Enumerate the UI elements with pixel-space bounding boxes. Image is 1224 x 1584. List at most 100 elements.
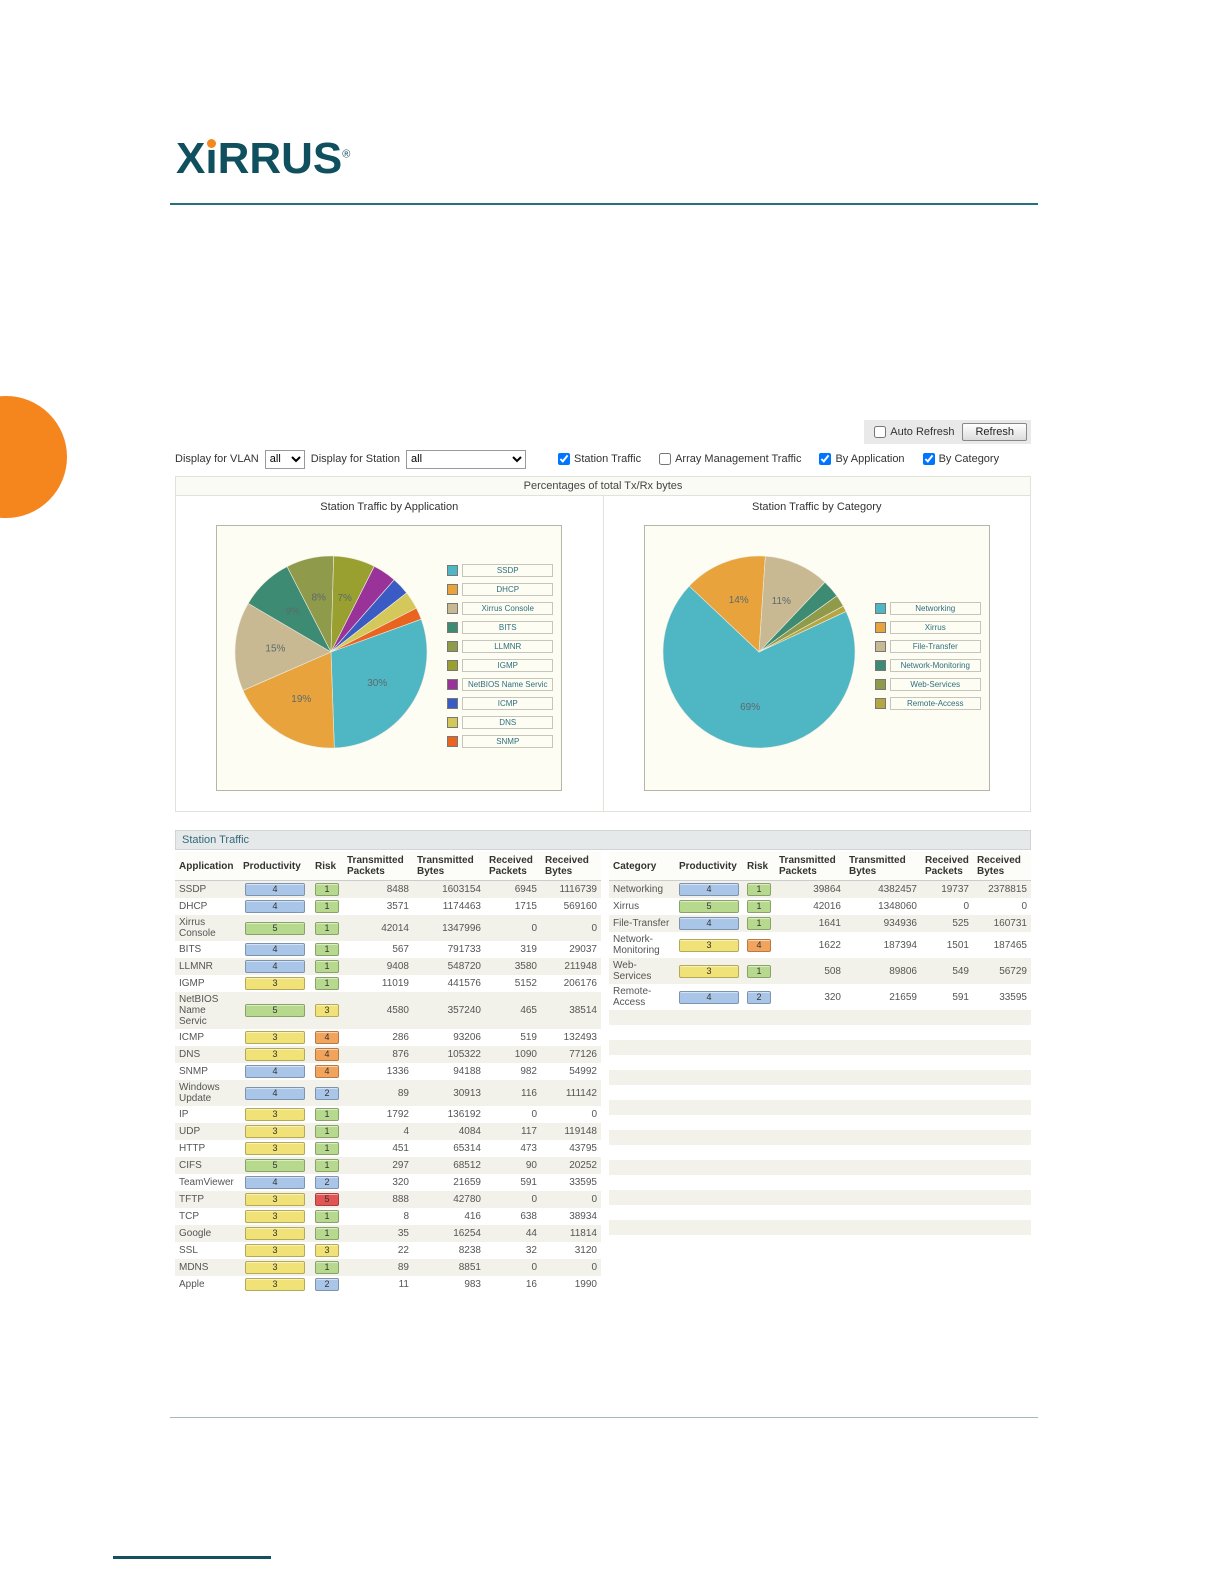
empty-cell	[743, 1160, 775, 1175]
empty-cell	[845, 1115, 921, 1130]
value-cell: 4382457	[878, 884, 917, 895]
value-cell: 89	[397, 1087, 409, 1099]
productivity-cell: 5	[675, 898, 743, 915]
productivity-badge: 5	[245, 921, 305, 935]
legend-item: DHCP	[447, 582, 554, 596]
empty-cell	[675, 1145, 743, 1160]
auto-refresh-checkbox[interactable]	[874, 426, 887, 438]
value-cell: 0	[591, 1194, 597, 1205]
risk-badge: 1	[315, 1142, 339, 1155]
empty-cell	[845, 1160, 921, 1175]
value-cell: 508	[824, 965, 841, 977]
legend-swatch	[447, 640, 459, 652]
legend-label: Networking	[889, 601, 981, 615]
productivity-cell: 4	[239, 898, 311, 915]
value-cell: 89806	[889, 965, 917, 977]
empty-cell	[775, 1115, 845, 1130]
column-header: Received Bytes	[541, 852, 601, 881]
empty-cell	[845, 1235, 921, 1250]
array-management-traffic-checkbox[interactable]	[659, 453, 672, 465]
empty-cell	[743, 1100, 775, 1115]
table-row: TCP 3 1 8 416 638 38934	[175, 1208, 601, 1225]
productivity-badge: 3	[245, 1261, 305, 1274]
name-cell: IGMP	[179, 978, 205, 989]
table-row: DHCP 4 1 3571 1174463 1715 569160	[175, 898, 601, 915]
empty-cell	[743, 1130, 775, 1145]
value-cell: 42014	[381, 922, 409, 934]
value-cell: 8851	[458, 1262, 481, 1273]
by-category-checkbox[interactable]	[922, 453, 935, 465]
value-cell: 473	[520, 1143, 537, 1154]
risk-badge: 1	[315, 1227, 339, 1240]
table-row: MDNS 3 1 89 8851 0 0	[175, 1259, 601, 1276]
station-traffic-checkbox[interactable]	[558, 453, 571, 465]
value-cell: 206176	[563, 978, 597, 989]
application-chart-title: Station Traffic by Application	[320, 501, 459, 513]
value-cell: 105322	[447, 1049, 481, 1060]
by-category-toggle: By Category	[922, 453, 999, 465]
name-cell: Apple	[179, 1279, 205, 1290]
empty-cell	[845, 1205, 921, 1220]
empty-cell	[973, 1025, 1031, 1040]
empty-row	[609, 1025, 1031, 1040]
by-application-checkbox[interactable]	[819, 453, 832, 465]
legend-swatch	[447, 621, 459, 633]
empty-row	[609, 1145, 1031, 1160]
empty-cell	[973, 1115, 1031, 1130]
section-title: Station Traffic	[182, 834, 250, 846]
productivity-cell: 4	[239, 941, 311, 958]
charts-region: Percentages of total Tx/Rx bytes Station…	[175, 476, 1031, 812]
value-cell: 441576	[447, 978, 481, 989]
value-cell: 9408	[386, 961, 409, 972]
productivity-badge: 3	[245, 1125, 305, 1138]
value-cell: 4084	[458, 1126, 481, 1137]
empty-cell	[921, 1115, 973, 1130]
risk-cell: 1	[311, 941, 343, 958]
legend-swatch	[447, 602, 459, 614]
productivity-cell: 5	[239, 992, 311, 1029]
pie-slice-file-transfer	[758, 555, 826, 653]
application-chart-panel: Station Traffic by Application 30% 19% 15%…	[176, 496, 604, 811]
column-header: Risk	[743, 852, 775, 881]
pie-percentage-label: 19%	[292, 694, 312, 705]
value-cell: 33595	[569, 1177, 597, 1188]
productivity-badge: 3	[245, 1031, 305, 1044]
productivity-cell: 3	[239, 1191, 311, 1208]
value-cell: 525	[952, 918, 969, 929]
productivity-badge: 4	[245, 883, 305, 896]
productivity-badge: 4	[245, 960, 305, 973]
empty-cell	[743, 1055, 775, 1070]
header-row: Application Productivity Risk Transmitted P…	[175, 852, 601, 881]
empty-cell	[973, 1040, 1031, 1055]
table-row: Xirrus Console 5 1 42014 1347996 0 0	[175, 915, 601, 941]
value-cell: 5152	[514, 978, 537, 989]
station-select[interactable]: all	[406, 449, 527, 469]
value-cell: 0	[531, 1262, 537, 1273]
value-cell: 791733	[447, 944, 481, 955]
value-cell: 1501	[946, 939, 969, 951]
name-cell: TFTP	[179, 1194, 204, 1205]
logo-text: X	[176, 134, 206, 183]
legend-item: File-Transfer	[874, 639, 981, 653]
name-cell: TCP	[179, 1211, 199, 1222]
value-cell: 38514	[569, 1005, 597, 1016]
refresh-button[interactable]: Refresh	[962, 423, 1027, 441]
empty-row	[609, 1070, 1031, 1085]
table-row: Networking 4 1 39864 4382457 19737 2378815	[609, 880, 1031, 898]
pie-percentage-label: 11%	[771, 596, 790, 607]
empty-cell	[775, 1100, 845, 1115]
empty-cell	[675, 1100, 743, 1115]
productivity-badge: 4	[679, 990, 739, 1004]
section-header: Station Traffic	[175, 830, 1031, 850]
vlan-select[interactable]: all	[264, 449, 305, 469]
value-cell: 77126	[569, 1049, 597, 1060]
risk-cell: 5	[311, 1191, 343, 1208]
empty-cell	[743, 1025, 775, 1040]
empty-cell	[775, 1010, 845, 1025]
auto-refresh-control: Auto Refresh	[874, 426, 954, 438]
value-cell: 33595	[999, 991, 1027, 1003]
risk-cell: 4	[743, 932, 775, 958]
empty-cell	[775, 1235, 845, 1250]
productivity-badge: 3	[245, 1227, 305, 1240]
legend-label: DHCP	[462, 582, 554, 596]
